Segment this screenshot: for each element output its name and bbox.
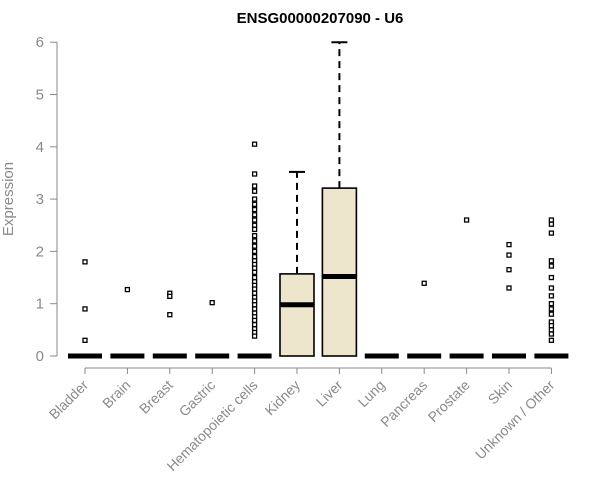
box-outlier — [209, 300, 215, 306]
box-outlier — [251, 233, 258, 239]
box-outlier — [251, 196, 258, 202]
box-group — [152, 290, 187, 359]
box-outlier — [251, 226, 258, 233]
box-outlier — [548, 331, 555, 337]
box-group — [279, 170, 315, 357]
x-tick-label: Bladder — [46, 377, 92, 423]
box-outlier — [167, 312, 173, 318]
box-outlier — [251, 243, 258, 249]
box-outlier — [251, 269, 258, 275]
box-outlier — [251, 321, 258, 328]
box-outlier — [548, 323, 555, 329]
box-outlier — [421, 280, 427, 286]
box-outlier — [548, 337, 555, 343]
y-tick-label: 6 — [36, 34, 44, 51]
box-rect — [321, 187, 358, 357]
box-outlier — [251, 141, 258, 147]
y-tick-label: 2 — [36, 243, 44, 260]
box-outlier — [548, 274, 555, 281]
box-outlier — [548, 263, 555, 269]
box-outlier — [251, 183, 258, 189]
box-group — [449, 217, 484, 359]
box-group — [237, 141, 272, 359]
box-group — [321, 41, 358, 357]
box-outlier — [251, 265, 258, 271]
box-outlier — [251, 217, 258, 223]
box-group — [110, 286, 145, 359]
box-group — [195, 300, 230, 359]
box-outlier — [251, 188, 258, 194]
box-outlier — [251, 201, 258, 207]
box-outlier — [463, 217, 470, 223]
y-tick-label: 1 — [36, 296, 44, 313]
y-tick-label: 4 — [36, 139, 44, 156]
box-outlier — [251, 253, 258, 260]
x-tick-label: Lung — [355, 377, 388, 410]
box-outlier — [251, 171, 258, 177]
box-group — [407, 280, 442, 359]
box-outlier — [548, 306, 555, 312]
x-tick-label: Breast — [136, 377, 176, 417]
box-outlier — [548, 217, 555, 223]
box-group — [492, 241, 526, 359]
box-outlier — [251, 222, 258, 228]
box-outlier — [548, 293, 555, 299]
box-outlier — [167, 293, 173, 300]
box-outlier — [251, 274, 258, 281]
box-rect — [279, 273, 315, 357]
box-outlier — [251, 290, 258, 296]
boxes-layer — [68, 41, 569, 359]
box-outlier — [548, 221, 555, 227]
box-outlier — [548, 230, 555, 236]
box-outlier — [548, 285, 555, 291]
box-outlier — [251, 206, 258, 213]
box-outlier — [548, 311, 555, 317]
box-outlier — [251, 212, 258, 218]
x-tick-label: Brain — [99, 377, 133, 411]
y-tick-label: 5 — [36, 87, 44, 104]
y-axis-label: Expression — [0, 162, 17, 236]
box-outlier — [548, 327, 555, 333]
box-outlier — [82, 337, 88, 343]
y-axis: 0 1 2 3 4 5 6 — [36, 34, 58, 365]
box-outlier — [548, 301, 555, 307]
chart-title: ENSG00000207090 - U6 — [237, 10, 404, 27]
x-tick-label: Unknown / Other — [472, 377, 558, 463]
box-outlier — [548, 258, 555, 264]
box-outlier — [506, 267, 512, 273]
box-outlier — [82, 306, 88, 312]
box-outlier — [506, 241, 512, 248]
x-tick-label: Liver — [313, 377, 346, 410]
box-group — [68, 259, 102, 359]
y-tick-label: 3 — [36, 191, 44, 208]
box-outlier — [251, 238, 258, 244]
box-outlier — [251, 286, 258, 292]
box-outlier — [251, 306, 258, 312]
box-outlier — [251, 302, 258, 308]
box-outlier — [506, 285, 512, 291]
box-outlier — [251, 317, 258, 324]
x-tick-label: Skin — [485, 377, 516, 408]
box-outlier — [82, 259, 88, 265]
box-outlier — [251, 248, 258, 255]
box-outlier — [251, 333, 258, 339]
box-outlier — [124, 286, 131, 293]
box-group — [534, 217, 569, 359]
x-tick-label: Pancreas — [377, 377, 430, 430]
box-outlier — [506, 252, 512, 258]
y-tick-label: 0 — [36, 348, 44, 365]
x-tick-label: Kidney — [262, 377, 304, 419]
x-tick-label: Prostate — [425, 377, 473, 425]
